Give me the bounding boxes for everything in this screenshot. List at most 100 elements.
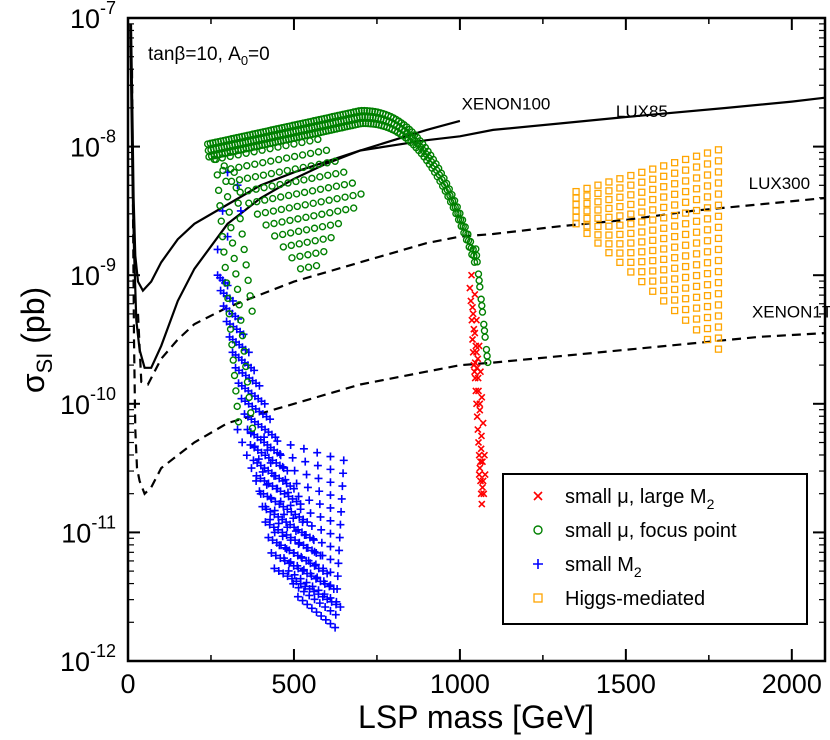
point: [572, 194, 580, 202]
point: [660, 245, 668, 253]
point: [649, 236, 657, 244]
point: [332, 170, 340, 178]
point: [326, 606, 335, 615]
point: [649, 277, 657, 285]
point: [660, 255, 668, 264]
point: [649, 257, 657, 265]
point: [318, 551, 327, 560]
point: [478, 483, 487, 491]
point: [339, 469, 348, 478]
point: [670, 169, 679, 177]
point: [276, 180, 284, 189]
point: [703, 291, 712, 300]
point: [714, 312, 723, 320]
point: [245, 199, 253, 207]
point: [307, 521, 316, 530]
point: [239, 330, 248, 339]
point: [285, 559, 294, 568]
point: [478, 393, 486, 401]
point: [238, 230, 246, 238]
point: [270, 219, 278, 228]
point: [279, 569, 288, 578]
point: [269, 194, 277, 203]
point: [300, 176, 308, 184]
point: [670, 243, 679, 251]
annotation-text: tanβ=10, A0=0: [148, 44, 270, 68]
point: [594, 231, 602, 239]
point: [305, 591, 314, 600]
point: [660, 214, 668, 222]
point: [273, 484, 282, 493]
point: [326, 593, 335, 602]
point: [220, 248, 228, 256]
point: [302, 470, 311, 479]
point: [248, 424, 257, 432]
point: [474, 270, 483, 278]
point: [223, 193, 232, 201]
point: [322, 146, 331, 155]
curve-labels: XENON100 LUX85 LUX300 XENON1T: [462, 94, 830, 321]
point: [616, 175, 624, 183]
point: [266, 515, 275, 524]
point: [309, 587, 318, 596]
point: [271, 232, 279, 240]
point: [692, 174, 701, 182]
point: [681, 177, 690, 185]
point: [286, 216, 294, 225]
point: [290, 466, 299, 475]
point: [218, 232, 227, 241]
point: [331, 623, 340, 632]
point: [261, 208, 270, 217]
point: [583, 222, 591, 230]
point: [274, 155, 283, 164]
point: [703, 171, 712, 179]
point: [279, 510, 288, 519]
point: [714, 201, 723, 209]
point: [326, 452, 335, 461]
point: [484, 358, 492, 367]
point: [226, 325, 235, 333]
point: [670, 180, 679, 188]
point: [301, 582, 310, 591]
point: [627, 220, 635, 228]
point: [284, 566, 293, 575]
point: [288, 453, 297, 462]
point: [333, 584, 342, 593]
point: [295, 240, 303, 248]
point: [234, 151, 242, 159]
point: [714, 157, 723, 165]
point: [296, 265, 305, 273]
point: [321, 602, 330, 611]
point: [238, 438, 247, 447]
point: [714, 168, 723, 176]
point: [336, 602, 345, 611]
point: [242, 149, 250, 157]
point: [220, 162, 228, 170]
point: [714, 245, 723, 254]
point: [660, 162, 668, 170]
point: [478, 308, 487, 316]
point: [273, 437, 282, 446]
point: [703, 237, 712, 245]
point: [583, 192, 591, 200]
point: [260, 183, 268, 192]
point: [572, 213, 580, 221]
point: [286, 440, 295, 449]
point: [714, 290, 723, 298]
point: [339, 456, 348, 465]
point: [348, 179, 357, 187]
point: [309, 534, 318, 543]
point: [278, 462, 287, 471]
point: [246, 292, 254, 300]
point: [703, 259, 712, 267]
point: [251, 160, 259, 168]
point: [714, 256, 723, 265]
point: [649, 267, 657, 275]
point: [703, 226, 712, 234]
point: [299, 587, 308, 596]
point: [275, 541, 284, 550]
point: [616, 221, 624, 229]
point: [306, 509, 315, 518]
point: [234, 418, 243, 426]
